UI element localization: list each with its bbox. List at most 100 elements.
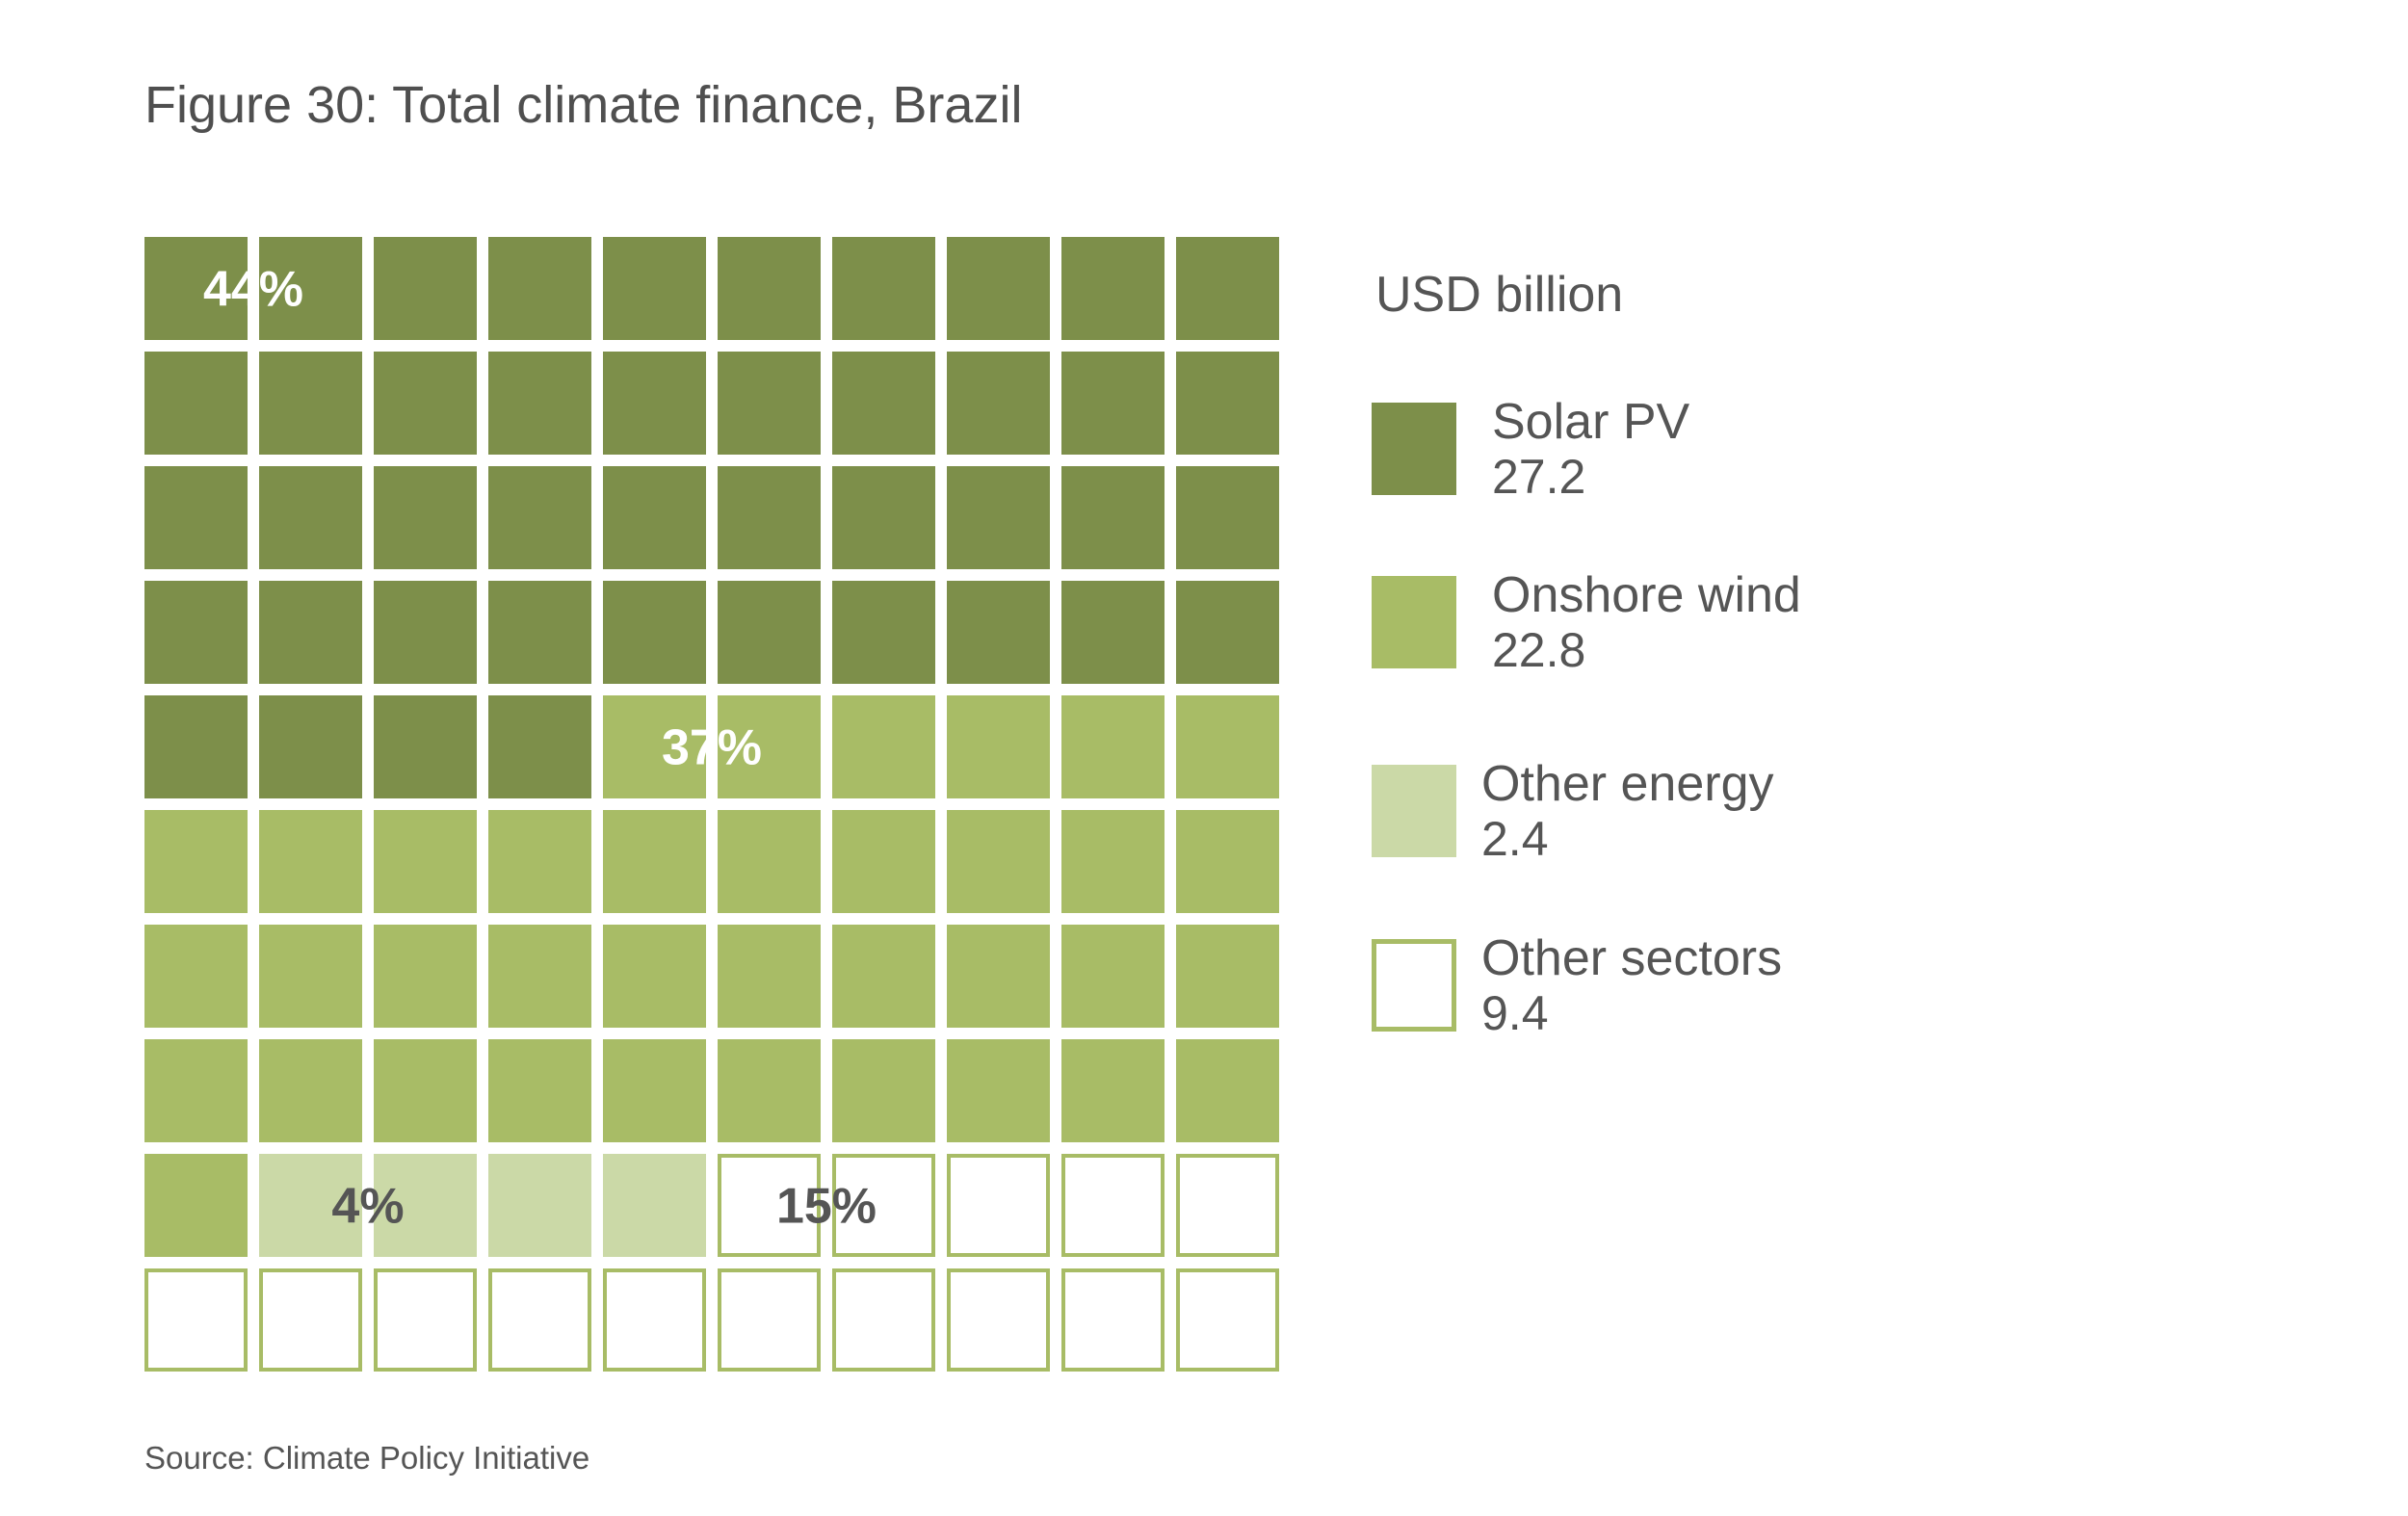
waffle-square-solar-pv [1061, 352, 1165, 455]
legend-value-onshore-wind: 22.8 [1492, 623, 1586, 677]
waffle-square-onshore-wind [832, 1039, 935, 1142]
waffle-square-other-sectors [832, 1154, 935, 1257]
waffle-square-solar-pv [259, 352, 362, 455]
waffle-square-solar-pv [144, 237, 248, 340]
waffle-square-solar-pv [144, 352, 248, 455]
waffle-square-solar-pv [1176, 237, 1279, 340]
waffle-square-onshore-wind [1176, 1039, 1279, 1142]
legend-label-onshore-wind: Onshore wind [1492, 567, 1801, 623]
waffle-square-solar-pv [374, 466, 477, 569]
waffle-square-other-energy [488, 1154, 591, 1257]
waffle-square-other-energy [259, 1154, 362, 1257]
waffle-square-solar-pv [488, 466, 591, 569]
waffle-square-solar-pv [259, 237, 362, 340]
waffle-square-onshore-wind [947, 925, 1050, 1028]
waffle-square-onshore-wind [947, 695, 1050, 798]
legend-value-solar-pv: 27.2 [1492, 450, 1586, 504]
waffle-square-onshore-wind [1176, 695, 1279, 798]
waffle-square-other-sectors [1176, 1154, 1279, 1257]
waffle-square-solar-pv [259, 695, 362, 798]
waffle-square-onshore-wind [488, 925, 591, 1028]
waffle-square-solar-pv [832, 237, 935, 340]
waffle-square-onshore-wind [259, 925, 362, 1028]
waffle-square-onshore-wind [603, 695, 706, 798]
percent-label-onshore-wind: 37% [662, 720, 762, 776]
waffle-square-other-sectors [1061, 1268, 1165, 1372]
waffle-square-solar-pv [718, 237, 821, 340]
waffle-square-onshore-wind [1061, 810, 1165, 913]
waffle-square-solar-pv [259, 581, 362, 684]
legend-value-other-energy: 2.4 [1481, 812, 1549, 866]
waffle-square-onshore-wind [718, 1039, 821, 1142]
waffle-square-onshore-wind [603, 810, 706, 913]
waffle-square-solar-pv [603, 466, 706, 569]
waffle-square-other-sectors [947, 1268, 1050, 1372]
waffle-square-solar-pv [947, 352, 1050, 455]
waffle-square-onshore-wind [144, 1154, 248, 1257]
waffle-square-onshore-wind [603, 925, 706, 1028]
waffle-square-solar-pv [947, 237, 1050, 340]
waffle-square-other-sectors [718, 1268, 821, 1372]
waffle-square-solar-pv [1061, 581, 1165, 684]
waffle-chart: 44% 37% 4% 15% [144, 237, 1279, 1372]
waffle-square-other-sectors [144, 1268, 248, 1372]
waffle-square-other-sectors [259, 1268, 362, 1372]
waffle-square-other-sectors [947, 1154, 1050, 1257]
waffle-square-onshore-wind [374, 810, 477, 913]
waffle-square-solar-pv [488, 695, 591, 798]
source-note: Source: Climate Policy Initiative [144, 1440, 590, 1476]
waffle-square-other-sectors [718, 1154, 821, 1257]
waffle-square-solar-pv [832, 352, 935, 455]
waffle-square-solar-pv [947, 466, 1050, 569]
waffle-square-solar-pv [603, 352, 706, 455]
waffle-square-other-sectors [1176, 1268, 1279, 1372]
waffle-square-solar-pv [488, 352, 591, 455]
waffle-square-solar-pv [832, 466, 935, 569]
waffle-square-other-energy [603, 1154, 706, 1257]
waffle-square-onshore-wind [144, 1039, 248, 1142]
waffle-square-onshore-wind [1176, 925, 1279, 1028]
waffle-square-solar-pv [1176, 581, 1279, 684]
waffle-square-other-sectors [603, 1268, 706, 1372]
waffle-square-solar-pv [144, 695, 248, 798]
waffle-square-solar-pv [1176, 466, 1279, 569]
waffle-square-solar-pv [374, 581, 477, 684]
waffle-square-solar-pv [1061, 237, 1165, 340]
waffle-square-solar-pv [259, 466, 362, 569]
waffle-square-onshore-wind [374, 925, 477, 1028]
waffle-square-onshore-wind [603, 1039, 706, 1142]
legend-swatch-solar-pv [1372, 403, 1456, 495]
waffle-square-onshore-wind [718, 810, 821, 913]
waffle-square-solar-pv [832, 581, 935, 684]
waffle-square-onshore-wind [718, 695, 821, 798]
waffle-square-onshore-wind [832, 695, 935, 798]
waffle-square-onshore-wind [832, 810, 935, 913]
waffle-square-solar-pv [374, 237, 477, 340]
percent-label-solar-pv: 44% [203, 262, 303, 318]
legend-label-other-energy: Other energy [1481, 756, 1774, 812]
waffle-square-onshore-wind [259, 810, 362, 913]
waffle-square-solar-pv [488, 581, 591, 684]
waffle-square-onshore-wind [832, 925, 935, 1028]
waffle-square-onshore-wind [144, 925, 248, 1028]
waffle-square-other-sectors [832, 1268, 935, 1372]
waffle-square-other-sectors [488, 1268, 591, 1372]
waffle-square-other-sectors [374, 1268, 477, 1372]
legend-value-other-sectors: 9.4 [1481, 986, 1549, 1040]
waffle-square-onshore-wind [947, 1039, 1050, 1142]
legend-swatch-other-sectors [1372, 939, 1456, 1032]
percent-label-other-sectors: 15% [776, 1179, 877, 1235]
waffle-square-onshore-wind [488, 1039, 591, 1142]
waffle-square-onshore-wind [718, 925, 821, 1028]
waffle-square-other-energy [374, 1154, 477, 1257]
waffle-square-onshore-wind [1176, 810, 1279, 913]
waffle-square-onshore-wind [947, 810, 1050, 913]
waffle-square-onshore-wind [1061, 1039, 1165, 1142]
waffle-square-other-sectors [1061, 1154, 1165, 1257]
legend-swatch-other-energy [1372, 765, 1456, 857]
waffle-square-solar-pv [718, 352, 821, 455]
waffle-square-onshore-wind [259, 1039, 362, 1142]
waffle-square-solar-pv [1061, 466, 1165, 569]
legend-title: USD billion [1375, 267, 1624, 323]
waffle-square-solar-pv [603, 237, 706, 340]
